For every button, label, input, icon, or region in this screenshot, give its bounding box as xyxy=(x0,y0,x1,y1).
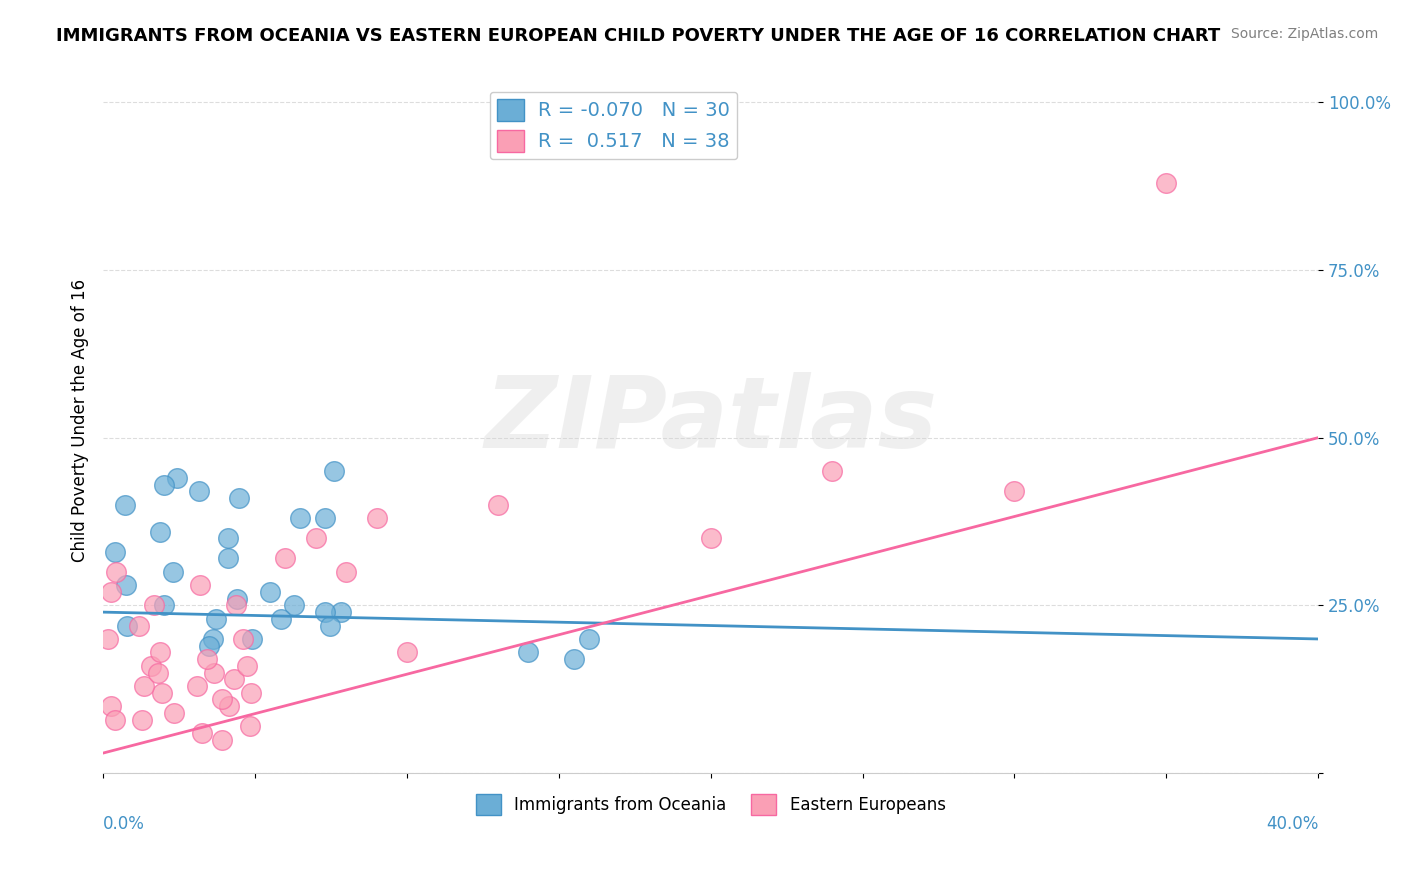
Point xyxy=(205,612,228,626)
Point xyxy=(239,719,262,733)
Point xyxy=(218,699,240,714)
Point xyxy=(239,686,262,700)
Point xyxy=(236,658,259,673)
Point xyxy=(153,599,176,613)
Point xyxy=(305,531,328,545)
Point xyxy=(202,632,225,646)
Point xyxy=(148,645,170,659)
Text: ZIPatlas: ZIPatlas xyxy=(484,372,938,469)
Point xyxy=(1004,484,1026,499)
Point xyxy=(314,511,336,525)
Point xyxy=(100,585,122,599)
Point xyxy=(152,477,174,491)
Point xyxy=(97,632,120,646)
Point xyxy=(128,618,150,632)
Point xyxy=(186,679,208,693)
Point xyxy=(131,713,153,727)
Text: 0.0%: 0.0% xyxy=(103,815,145,833)
Point xyxy=(104,545,127,559)
Point xyxy=(225,591,247,606)
Point xyxy=(228,491,250,505)
Point xyxy=(699,531,721,545)
Point xyxy=(146,665,169,680)
Point xyxy=(117,618,139,632)
Point xyxy=(314,605,336,619)
Point xyxy=(202,665,225,680)
Point xyxy=(115,578,138,592)
Point xyxy=(562,652,585,666)
Point xyxy=(114,498,136,512)
Point xyxy=(163,706,186,720)
Point xyxy=(142,599,165,613)
Point xyxy=(232,632,254,646)
Point xyxy=(188,484,211,499)
Point xyxy=(217,531,239,545)
Point xyxy=(270,612,292,626)
Point xyxy=(323,464,346,478)
Point xyxy=(395,645,418,659)
Text: Source: ZipAtlas.com: Source: ZipAtlas.com xyxy=(1230,27,1378,41)
Text: 40.0%: 40.0% xyxy=(1265,815,1319,833)
Point xyxy=(211,732,233,747)
Point xyxy=(100,699,122,714)
Point xyxy=(335,565,357,579)
Point xyxy=(134,679,156,693)
Point xyxy=(104,565,127,579)
Point xyxy=(329,605,352,619)
Text: IMMIGRANTS FROM OCEANIA VS EASTERN EUROPEAN CHILD POVERTY UNDER THE AGE OF 16 CO: IMMIGRANTS FROM OCEANIA VS EASTERN EUROP… xyxy=(56,27,1220,45)
Point xyxy=(188,578,211,592)
Point xyxy=(139,658,162,673)
Point xyxy=(198,639,221,653)
Point xyxy=(240,632,263,646)
Point xyxy=(517,645,540,659)
Point xyxy=(150,686,173,700)
Legend: Immigrants from Oceania, Eastern Europeans: Immigrants from Oceania, Eastern Europea… xyxy=(470,788,952,822)
Point xyxy=(288,511,311,525)
Point xyxy=(1156,176,1178,190)
Point xyxy=(149,524,172,539)
Point xyxy=(319,618,342,632)
Point xyxy=(222,672,245,686)
Point xyxy=(486,498,509,512)
Y-axis label: Child Poverty Under the Age of 16: Child Poverty Under the Age of 16 xyxy=(72,279,89,563)
Point xyxy=(195,652,218,666)
Point xyxy=(166,471,188,485)
Point xyxy=(162,565,184,579)
Point xyxy=(821,464,844,478)
Point xyxy=(274,551,297,566)
Point xyxy=(578,632,600,646)
Point xyxy=(259,585,281,599)
Point xyxy=(217,551,239,566)
Point xyxy=(225,599,247,613)
Point xyxy=(104,713,127,727)
Point xyxy=(211,692,233,706)
Point xyxy=(366,511,388,525)
Point xyxy=(283,599,305,613)
Point xyxy=(190,726,212,740)
